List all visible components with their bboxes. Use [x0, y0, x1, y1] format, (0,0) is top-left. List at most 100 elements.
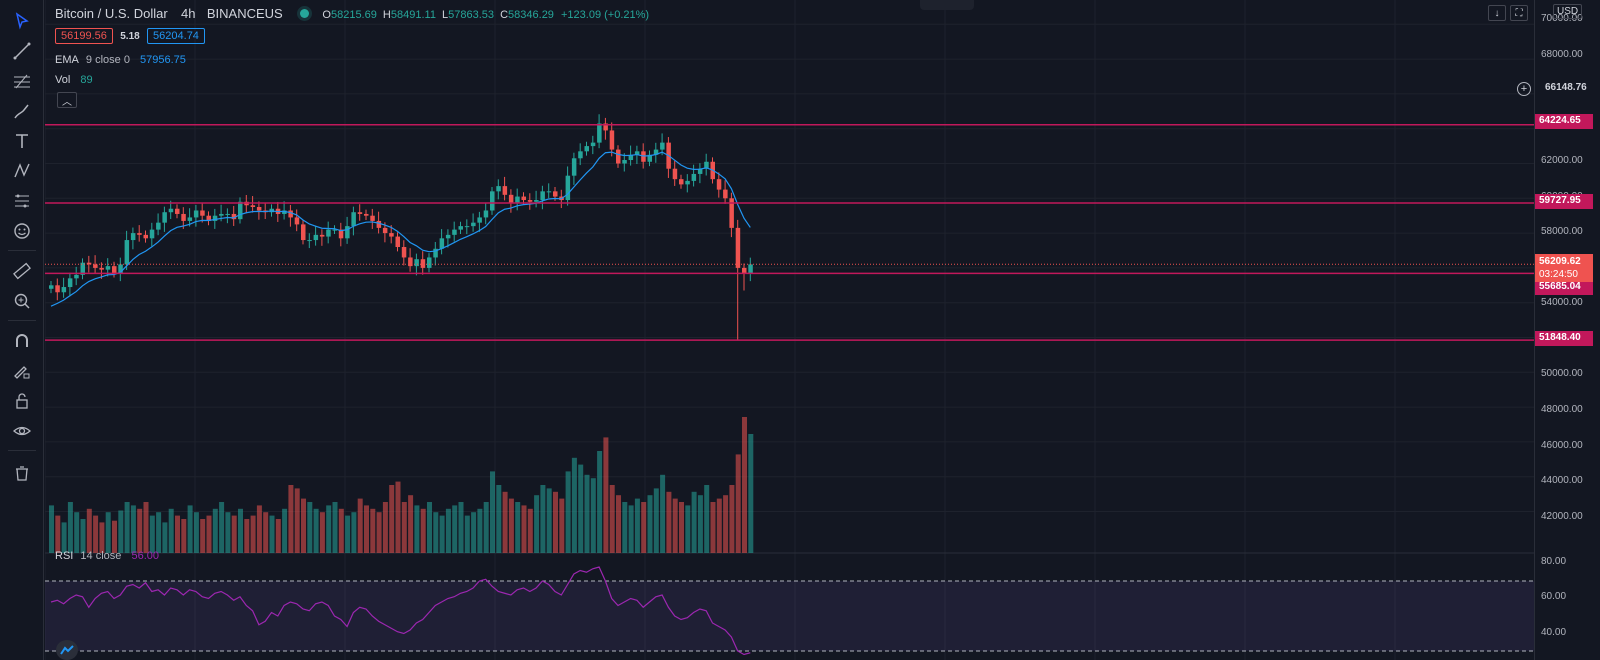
tradingview-logo-icon[interactable] — [56, 640, 78, 660]
candle-body — [584, 146, 589, 152]
volume-bar — [553, 491, 558, 553]
candle-body — [477, 217, 482, 223]
candle-body — [389, 233, 394, 237]
volume-bar — [269, 515, 275, 553]
volume-bar — [414, 505, 420, 553]
volume-bar — [118, 510, 124, 553]
volume-bar — [370, 508, 376, 553]
candle-body — [256, 207, 262, 211]
zoom-icon[interactable] — [8, 288, 36, 314]
volume-bar — [452, 505, 458, 553]
volume-bar — [628, 505, 634, 553]
line-price-label[interactable]: 64224.65 — [1535, 114, 1593, 129]
currency-label[interactable]: USD — [1553, 4, 1583, 19]
candle-body — [206, 215, 211, 221]
rsi-label: RSI — [55, 550, 74, 562]
price-tick: 48000.00 — [1541, 404, 1583, 415]
emoji-icon[interactable] — [8, 218, 36, 244]
volume-bar — [603, 437, 609, 553]
ask-price[interactable]: 56204.74 — [147, 28, 205, 44]
candle-body — [634, 151, 640, 155]
candle-body — [742, 267, 747, 274]
volume-bar — [559, 498, 565, 553]
volume-bar — [357, 498, 363, 553]
trash-icon[interactable] — [8, 460, 36, 486]
volume-bar — [99, 522, 105, 553]
price-chart[interactable] — [45, 0, 1534, 660]
candle-body — [540, 191, 545, 201]
bid-price[interactable]: 56199.56 — [55, 28, 113, 44]
candle-body — [490, 191, 495, 211]
magnet-icon[interactable] — [8, 328, 36, 354]
volume-bar — [156, 512, 162, 553]
pattern-tool-icon[interactable] — [8, 158, 36, 184]
volume-bar — [275, 519, 281, 553]
eye-icon[interactable] — [8, 418, 36, 444]
candle-body — [61, 287, 67, 293]
candle-body — [112, 266, 117, 274]
cursor-icon[interactable] — [8, 8, 36, 34]
brush-icon[interactable] — [8, 98, 36, 124]
line-price-label[interactable]: 59727.95 — [1535, 194, 1593, 209]
candle-body — [401, 247, 407, 258]
volume-bar — [351, 512, 357, 553]
ruler-icon[interactable] — [8, 258, 36, 284]
volume-bar — [112, 520, 117, 553]
symbol-name[interactable]: Bitcoin / U.S. Dollar — [55, 6, 168, 21]
rsi-legend[interactable]: RSI 14 close 56.00 — [55, 550, 163, 562]
text-tool-icon[interactable] — [8, 128, 36, 154]
collapse-legend-button[interactable]: ︿ — [57, 92, 77, 108]
chart-area[interactable] — [45, 0, 1534, 660]
top-handle[interactable] — [920, 0, 974, 10]
volume-bar — [263, 512, 269, 553]
candle-body — [704, 161, 709, 169]
fib-tool-icon[interactable] — [8, 68, 36, 94]
candle-body — [427, 257, 432, 268]
volume-bar — [571, 457, 577, 553]
fullscreen-button[interactable]: ⛶ — [1510, 5, 1528, 21]
volume-bar — [597, 451, 603, 553]
volume-bar — [477, 508, 483, 553]
rsi-tick: 60.00 — [1541, 591, 1567, 602]
lock-pencil-icon[interactable] — [8, 358, 36, 384]
trendline-icon[interactable] — [8, 38, 36, 64]
volume-bar — [376, 512, 382, 553]
candle-body — [452, 229, 457, 235]
candle-body — [691, 173, 697, 181]
candle-body — [660, 142, 665, 150]
line-price-label[interactable]: 55685.04 — [1535, 280, 1593, 295]
price-tick: 46000.00 — [1541, 440, 1583, 451]
ohlc-close: 58346.29 — [508, 9, 554, 21]
candle-body — [414, 259, 419, 267]
volume-bar — [521, 505, 527, 553]
candle-body — [118, 264, 123, 274]
volume-bar — [634, 498, 640, 553]
forecast-tool-icon[interactable] — [8, 188, 36, 214]
candle-body — [67, 278, 73, 288]
candle-body — [471, 222, 476, 227]
symbol-interval[interactable]: 4h — [181, 6, 196, 21]
price-axis[interactable]: 70000.0068000.0062000.0060000.0058000.00… — [1534, 0, 1600, 660]
volume-bar — [483, 502, 489, 553]
volume-bar — [502, 491, 508, 553]
volume-bar — [641, 502, 647, 553]
volume-bar — [653, 488, 659, 553]
volume-bar — [74, 512, 80, 553]
scroll-down-button[interactable]: ↓ — [1488, 5, 1506, 21]
candle-body — [338, 229, 344, 239]
volume-bar — [301, 498, 306, 553]
last-price-label[interactable]: 56209.62 03:24:50 — [1535, 254, 1593, 282]
volume-bar — [471, 512, 477, 553]
candle-body — [458, 226, 463, 230]
lock-icon[interactable] — [8, 388, 36, 414]
volume-bar — [326, 505, 332, 553]
bar-countdown: 03:24:50 — [1539, 269, 1578, 280]
price-tick: 44000.00 — [1541, 475, 1583, 486]
rsi-line — [50, 566, 751, 656]
line-price-label[interactable]: 51848.40 — [1535, 331, 1593, 346]
crosshair-price-label[interactable]: 66148.76 — [1535, 81, 1593, 96]
add-plus-icon[interactable]: + — [1517, 82, 1531, 96]
quote-legend: 56199.56 5.18 56204.74 — [55, 28, 209, 44]
vol-legend[interactable]: Vol 89 — [55, 74, 97, 86]
ema-legend[interactable]: EMA 9 close 0 57956.75 — [55, 54, 190, 66]
